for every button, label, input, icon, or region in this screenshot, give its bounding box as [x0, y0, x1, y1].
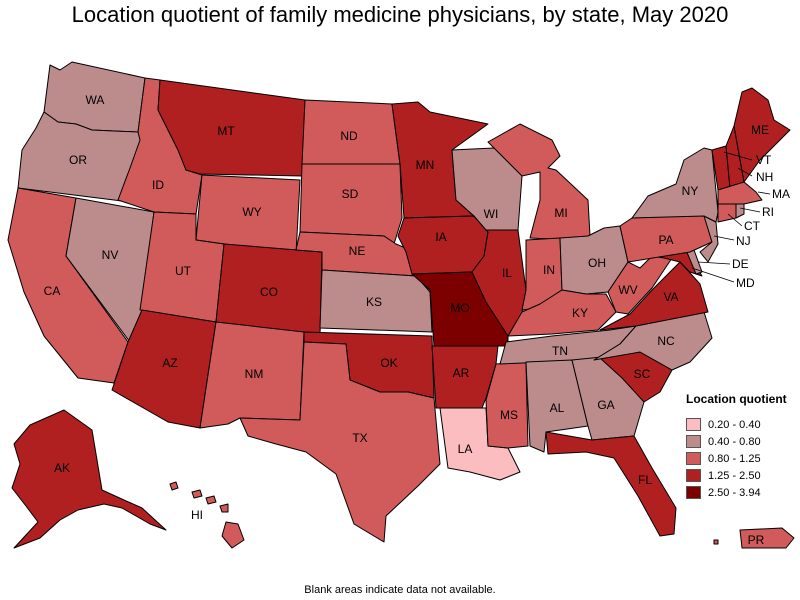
- legend-swatch: [686, 486, 701, 499]
- state-label-ak: AK: [54, 461, 70, 475]
- state-label-ma: MA: [772, 187, 790, 201]
- state-label-tx: TX: [352, 431, 367, 445]
- state-il[interactable]: [471, 229, 527, 337]
- leader-lines: [691, 151, 771, 283]
- legend-label: 0.40 - 0.80: [708, 435, 761, 448]
- state-label-al: AL: [550, 401, 565, 415]
- state-label-pa: PA: [658, 233, 673, 247]
- state-label-ut: UT: [175, 264, 192, 278]
- legend-label: 0.20 - 0.40: [708, 418, 761, 431]
- state-hi[interactable]: [169, 481, 245, 549]
- legend-label: 2.50 - 3.94: [708, 486, 761, 499]
- state-label-de: DE: [732, 257, 749, 271]
- legend-item: 0.80 - 1.25: [686, 450, 798, 467]
- state-sd[interactable]: [299, 163, 403, 245]
- state-label-nd: ND: [340, 129, 358, 143]
- legend-swatch: [686, 435, 701, 448]
- state-ar[interactable]: [431, 345, 499, 409]
- state-label-ne: NE: [349, 244, 366, 258]
- state-label-wi: WI: [484, 207, 499, 221]
- state-label-ct: CT: [744, 219, 761, 233]
- state-label-tn: TN: [552, 344, 568, 358]
- legend-item: 2.50 - 3.94: [686, 484, 798, 501]
- state-label-md: MD: [736, 276, 755, 290]
- state-label-il: IL: [502, 266, 512, 280]
- state-label-ok: OK: [380, 356, 397, 370]
- state-label-me: ME: [751, 123, 769, 137]
- state-ri[interactable]: [735, 203, 745, 219]
- state-label-wy: WY: [242, 205, 261, 219]
- map-title: Location quotient of family medicine phy…: [71, 2, 729, 27]
- legend-title: Location quotient: [686, 392, 787, 406]
- state-label-ms: MS: [500, 408, 518, 422]
- state-ny[interactable]: [631, 147, 719, 223]
- state-label-mo: MO: [450, 301, 469, 315]
- state-ak[interactable]: [11, 409, 167, 549]
- state-va[interactable]: [599, 261, 709, 331]
- state-ks[interactable]: [319, 269, 433, 333]
- state-label-co: CO: [260, 285, 278, 299]
- state-label-la: LA: [458, 442, 473, 456]
- state-label-va: VA: [663, 290, 678, 304]
- state-nc[interactable]: [593, 311, 713, 371]
- state-label-fl: FL: [638, 473, 652, 487]
- state-pr[interactable]: [713, 527, 795, 549]
- legend-item: 0.20 - 0.40: [686, 416, 798, 433]
- state-label-ks: KS: [366, 295, 382, 309]
- state-label-nj: NJ: [736, 234, 751, 248]
- state-label-az: AZ: [162, 356, 177, 370]
- state-label-ny: NY: [682, 184, 699, 198]
- state-label-ga: GA: [597, 398, 614, 412]
- state-label-sd: SD: [342, 187, 359, 201]
- state-label-nv: NV: [102, 248, 119, 262]
- state-label-ia: IA: [435, 230, 446, 244]
- state-label-in: IN: [543, 263, 555, 277]
- state-label-vt: VT: [756, 153, 772, 167]
- state-label-sc: SC: [634, 367, 651, 381]
- state-label-pr: PR: [748, 533, 765, 547]
- state-labels: WA OR CA NV ID MT WY UT AZ CO NM ND SD N…: [44, 93, 790, 547]
- state-ky[interactable]: [507, 289, 617, 337]
- state-label-nm: NM: [245, 367, 264, 381]
- state-label-wa: WA: [86, 93, 105, 107]
- state-label-id: ID: [152, 178, 164, 192]
- legend-swatch: [686, 469, 701, 482]
- state-ia[interactable]: [397, 215, 489, 275]
- state-label-oh: OH: [588, 256, 606, 270]
- state-label-ri: RI: [762, 205, 774, 219]
- state-fl[interactable]: [545, 431, 677, 537]
- state-label-ca: CA: [44, 284, 61, 298]
- state-label-wv: WV: [618, 283, 637, 297]
- state-label-hi: HI: [191, 508, 203, 522]
- state-label-or: OR: [69, 153, 87, 167]
- state-tx[interactable]: [239, 341, 441, 543]
- state-label-mi: MI: [554, 206, 567, 220]
- state-ct[interactable]: [717, 203, 737, 223]
- legend-swatch: [686, 418, 701, 431]
- state-label-mt: MT: [217, 124, 235, 138]
- state-mi[interactable]: [487, 123, 591, 241]
- legend-swatch: [686, 452, 701, 465]
- state-label-nc: NC: [657, 334, 675, 348]
- legend-item: 1.25 - 2.50: [686, 467, 798, 484]
- state-label-mn: MN: [416, 158, 435, 172]
- legend-label: 0.80 - 1.25: [708, 452, 761, 465]
- legend-label: 1.25 - 2.50: [708, 469, 761, 482]
- state-label-ar: AR: [453, 366, 470, 380]
- footnote: Blank areas indicate data not available.: [304, 584, 496, 596]
- state-label-ky: KY: [572, 306, 588, 320]
- legend: Location quotient 0.20 - 0.40 0.40 - 0.8…: [686, 392, 798, 501]
- state-label-nh: NH: [756, 170, 773, 184]
- legend-item: 0.40 - 0.80: [686, 433, 798, 450]
